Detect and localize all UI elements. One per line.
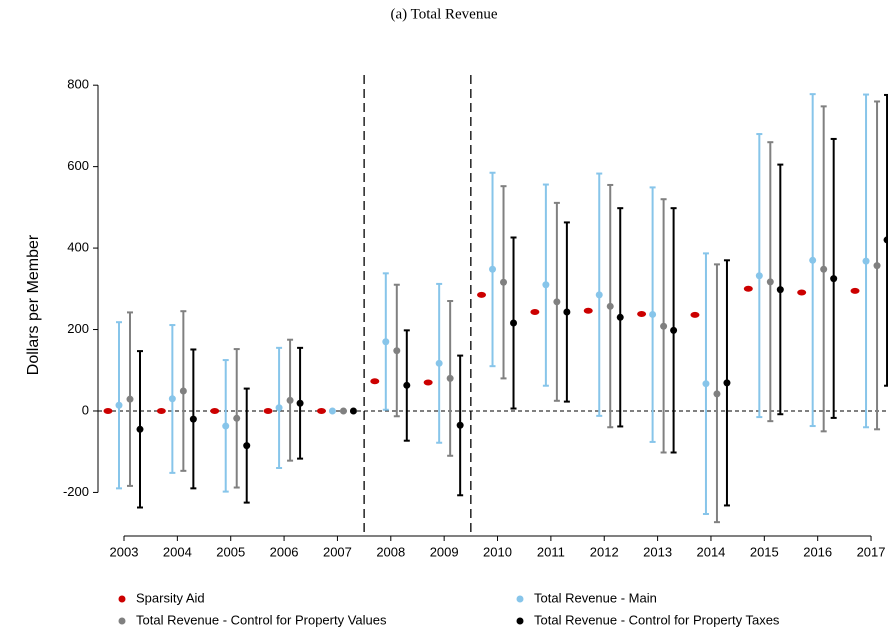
x-tick-label: 2013 (643, 544, 672, 559)
point (222, 422, 230, 430)
point (103, 407, 113, 414)
point (766, 278, 774, 286)
point (862, 257, 870, 265)
point (179, 387, 187, 395)
point (435, 359, 443, 367)
legend-marker (516, 617, 524, 625)
legend-marker (516, 595, 524, 603)
legend-label: Total Revenue - Control for Property Val… (136, 612, 387, 627)
point (316, 407, 326, 414)
y-tick-label: 200 (67, 321, 89, 336)
y-tick-label: 400 (67, 240, 89, 255)
point (530, 309, 540, 316)
point (136, 425, 144, 433)
y-tick-label: -200 (63, 484, 89, 499)
point (702, 380, 710, 388)
legend-label: Total Revenue - Control for Property Tax… (534, 612, 780, 627)
point (189, 415, 197, 423)
point (883, 236, 888, 244)
x-tick-label: 2006 (270, 544, 299, 559)
point (606, 302, 614, 310)
point (446, 374, 454, 382)
point (797, 289, 807, 296)
point (275, 404, 283, 412)
point (743, 285, 753, 292)
x-tick-label: 2007 (323, 544, 352, 559)
point (168, 395, 176, 403)
point (423, 379, 433, 386)
point (286, 396, 294, 404)
point (649, 310, 657, 318)
legend-marker (118, 595, 126, 603)
point (339, 407, 347, 415)
point (850, 287, 860, 294)
point (403, 381, 411, 389)
y-tick-label: 0 (82, 402, 89, 417)
point (713, 390, 721, 398)
x-tick-label: 2014 (696, 544, 725, 559)
point (477, 291, 487, 298)
point (296, 399, 304, 407)
point (755, 272, 763, 280)
point (393, 347, 401, 355)
point (830, 275, 838, 283)
point (616, 313, 624, 321)
legend-label: Total Revenue - Main (534, 590, 657, 605)
point (489, 265, 497, 273)
x-tick-label: 2012 (590, 544, 619, 559)
point (382, 338, 390, 346)
point (328, 407, 336, 415)
y-tick-label: 800 (67, 77, 89, 92)
point (233, 414, 241, 422)
point (595, 291, 603, 299)
point (243, 442, 251, 450)
point (660, 322, 668, 330)
point (349, 407, 357, 415)
x-tick-label: 2017 (857, 544, 886, 559)
point (553, 298, 561, 306)
point (670, 326, 678, 334)
point (583, 307, 593, 314)
point (542, 281, 550, 289)
x-tick-label: 2003 (110, 544, 139, 559)
point (820, 265, 828, 273)
legend-marker (118, 617, 126, 625)
point (126, 395, 134, 403)
x-tick-label: 2004 (163, 544, 192, 559)
point (637, 311, 647, 318)
point (210, 407, 220, 414)
x-tick-label: 2015 (750, 544, 779, 559)
point (809, 256, 817, 264)
point (510, 319, 518, 327)
point (873, 262, 881, 270)
point (690, 311, 700, 318)
point (500, 278, 508, 286)
y-axis-label: Dollars per Member (25, 234, 42, 375)
x-tick-label: 2011 (537, 544, 565, 559)
chart-title: (a) Total Revenue (391, 6, 498, 22)
point (263, 407, 273, 414)
x-tick-label: 2009 (430, 544, 459, 559)
point (156, 407, 166, 414)
point (456, 421, 464, 429)
point (776, 286, 784, 294)
x-tick-label: 2016 (803, 544, 832, 559)
x-tick-label: 2008 (376, 544, 405, 559)
point (115, 401, 123, 409)
point (563, 308, 571, 316)
x-tick-label: 2010 (483, 544, 512, 559)
point (370, 378, 380, 385)
point (723, 379, 731, 387)
y-tick-label: 600 (67, 158, 89, 173)
legend-label: Sparsity Aid (136, 590, 205, 605)
x-tick-label: 2005 (216, 544, 245, 559)
